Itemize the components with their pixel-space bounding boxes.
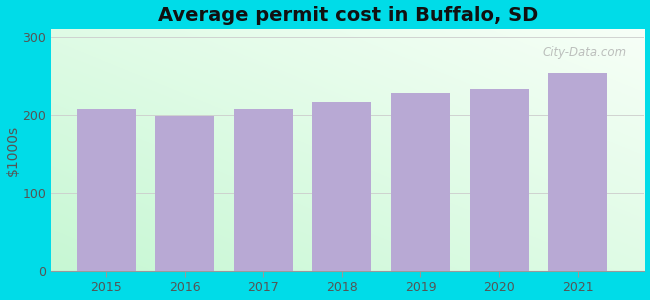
Bar <box>469 89 528 271</box>
Bar <box>391 93 450 271</box>
Bar <box>77 109 136 271</box>
Title: Average permit cost in Buffalo, SD: Average permit cost in Buffalo, SD <box>158 6 538 25</box>
Bar <box>234 109 292 271</box>
Bar <box>313 101 371 271</box>
Bar <box>155 116 214 271</box>
Bar <box>548 73 607 271</box>
Y-axis label: $1000s: $1000s <box>6 124 20 176</box>
Text: City-Data.com: City-Data.com <box>543 46 627 59</box>
